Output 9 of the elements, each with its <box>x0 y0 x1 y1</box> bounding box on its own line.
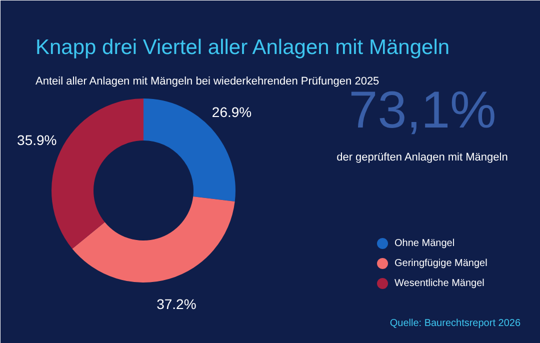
legend-label: Wesentliche Mängel <box>394 278 484 289</box>
legend-label: Geringfügige Mängel <box>394 258 488 269</box>
data-label: 26.9% <box>212 104 252 120</box>
text: der geprüften Anlagen mit Mängeln <box>336 152 508 164</box>
data-label: 35.9% <box>17 132 57 148</box>
chart-title: Knapp drei Viertel aller Anlagen mit Mängeln <box>36 36 450 59</box>
legend-label: Ohne Mängel <box>394 238 455 249</box>
source-note: Quelle: Baurechtsreport 2026 <box>390 318 521 329</box>
data-label: 37.2% <box>156 296 196 312</box>
